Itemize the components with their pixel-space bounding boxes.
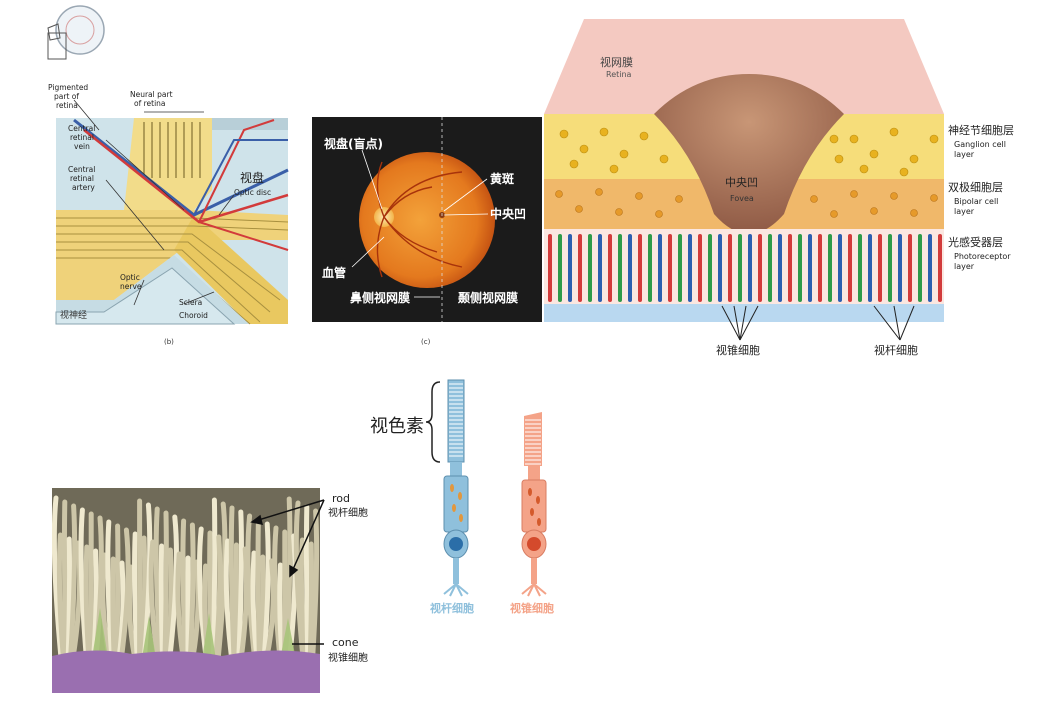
label-vein-3: vein xyxy=(74,142,90,151)
label-retina-en: Retina xyxy=(606,70,632,79)
ganglion-cell-layer xyxy=(544,114,944,229)
bipolar-cells xyxy=(555,188,938,218)
eye-thumbnail-icon xyxy=(47,5,105,60)
fovea-cross-section: 视网膜 Retina 中央凹 Fovea 神经节细胞层 Ganglion cel… xyxy=(544,14,1054,362)
fovea-svg: 视网膜 Retina 中央凹 Fovea 神经节细胞层 Ganglion cel… xyxy=(544,19,1014,357)
label-vein-2: retinal xyxy=(70,133,94,142)
label-pigmented-2: part of xyxy=(54,92,79,101)
optic-disc-diagram: Pigmented part of retina Neural part of … xyxy=(44,0,294,350)
label-photoreceptor-zh: 光感受器层 xyxy=(948,235,1003,249)
pigment-epithelium-base xyxy=(544,304,944,322)
label-bipolar-en-1: Bipolar cell xyxy=(954,197,998,206)
label-rod-cell: 视杆细胞 xyxy=(430,601,474,615)
label-ganglion-en-1: Ganglion cell xyxy=(954,140,1006,149)
label-optic-nerve-en-2: nerve xyxy=(120,282,142,291)
caption-c: (c) xyxy=(421,338,431,346)
label-optic-nerve-zh: 视神经 xyxy=(60,309,87,321)
ganglion-cells xyxy=(559,127,939,177)
label-retina-zh: 视网膜 xyxy=(600,55,633,69)
label-artery-3: artery xyxy=(72,183,95,192)
label-fovea-c: 中央凹 xyxy=(490,206,526,221)
label-neural-2: of retina xyxy=(134,99,166,108)
sem-base-layer xyxy=(52,650,320,693)
photoreceptor-layer xyxy=(544,229,944,304)
label-artery-2: retinal xyxy=(70,174,94,183)
retina-tissue-top xyxy=(544,19,944,114)
label-choroid: Choroid xyxy=(179,311,208,320)
label-rod-zh: 视杆细胞 xyxy=(328,506,368,519)
fundus-eyeball xyxy=(359,152,495,288)
sem-cones xyxy=(92,608,296,660)
label-nasal-retina: 鼻侧视网膜 xyxy=(350,290,410,305)
cells-svg: 视色素 视杆细胞 视锥细胞 xyxy=(370,379,554,615)
label-optic-nerve-en-1: Optic xyxy=(120,273,140,282)
rod-cell-drawing xyxy=(443,379,469,597)
label-ganglion-zh: 神经节细胞层 xyxy=(948,123,1014,137)
label-pigmented-1: Pigmented xyxy=(48,83,88,92)
caption-b: (b) xyxy=(164,338,174,346)
label-temporal-retina: 颞侧视网膜 xyxy=(457,290,518,305)
cone-cell-drawing xyxy=(521,412,547,597)
label-cone-zh: 视锥细胞 xyxy=(328,651,368,664)
label-bipolar-zh: 双极细胞层 xyxy=(948,180,1003,194)
label-sclera: Sclera xyxy=(179,298,202,307)
fundus-photo-panel: 视盘(盲点) 黄斑 中央凹 血管 鼻侧视网膜 颞侧视网膜 (c) xyxy=(312,117,542,349)
label-photoreceptor-en-2: layer xyxy=(954,262,975,271)
label-artery-1: Central xyxy=(68,165,95,174)
label-pigmented-3: retina xyxy=(56,101,78,110)
label-photoreceptor-en-1: Photoreceptor xyxy=(954,252,1011,261)
rod-cone-cells-panel: 视色素 视杆细胞 视锥细胞 xyxy=(364,378,564,618)
label-rod-en: rod xyxy=(332,492,350,505)
label-cone-cells: 视锥细胞 xyxy=(716,343,760,357)
sem-svg: rod 视杆细胞 cone 视锥细胞 xyxy=(51,488,368,693)
sem-photo-panel: rod 视杆细胞 cone 视锥细胞 xyxy=(51,488,382,698)
label-cone-en: cone xyxy=(332,636,359,649)
label-optic-disc-zh: 视盘 xyxy=(240,170,264,185)
label-ganglion-en-2: layer xyxy=(954,150,975,159)
retinal-vessels xyxy=(376,161,463,278)
label-vein-1: Central xyxy=(68,124,95,133)
pigment-brace xyxy=(425,381,441,463)
label-fovea-zh: 中央凹 xyxy=(725,176,758,189)
fovea-pit xyxy=(654,74,844,234)
label-visual-pigment: 视色素 xyxy=(370,416,424,437)
label-blood-vessel: 血管 xyxy=(322,265,346,280)
label-optic-disc-en: Optic disc xyxy=(234,188,271,197)
label-neural-1: Neural part xyxy=(130,90,173,99)
label-bipolar-en-2: layer xyxy=(954,207,975,216)
label-disc-blind-spot: 视盘(盲点) xyxy=(324,136,383,151)
photoreceptor-cells xyxy=(548,234,942,302)
label-macula: 黄斑 xyxy=(490,171,514,186)
optic-disc-svg: Pigmented part of retina Neural part of … xyxy=(47,5,289,346)
fundus-svg: 视盘(盲点) 黄斑 中央凹 血管 鼻侧视网膜 颞侧视网膜 (c) xyxy=(312,117,542,346)
label-cone-cell: 视锥细胞 xyxy=(510,601,554,615)
label-rod-cells: 视杆细胞 xyxy=(874,343,918,357)
label-fovea-en: Fovea xyxy=(730,194,754,203)
